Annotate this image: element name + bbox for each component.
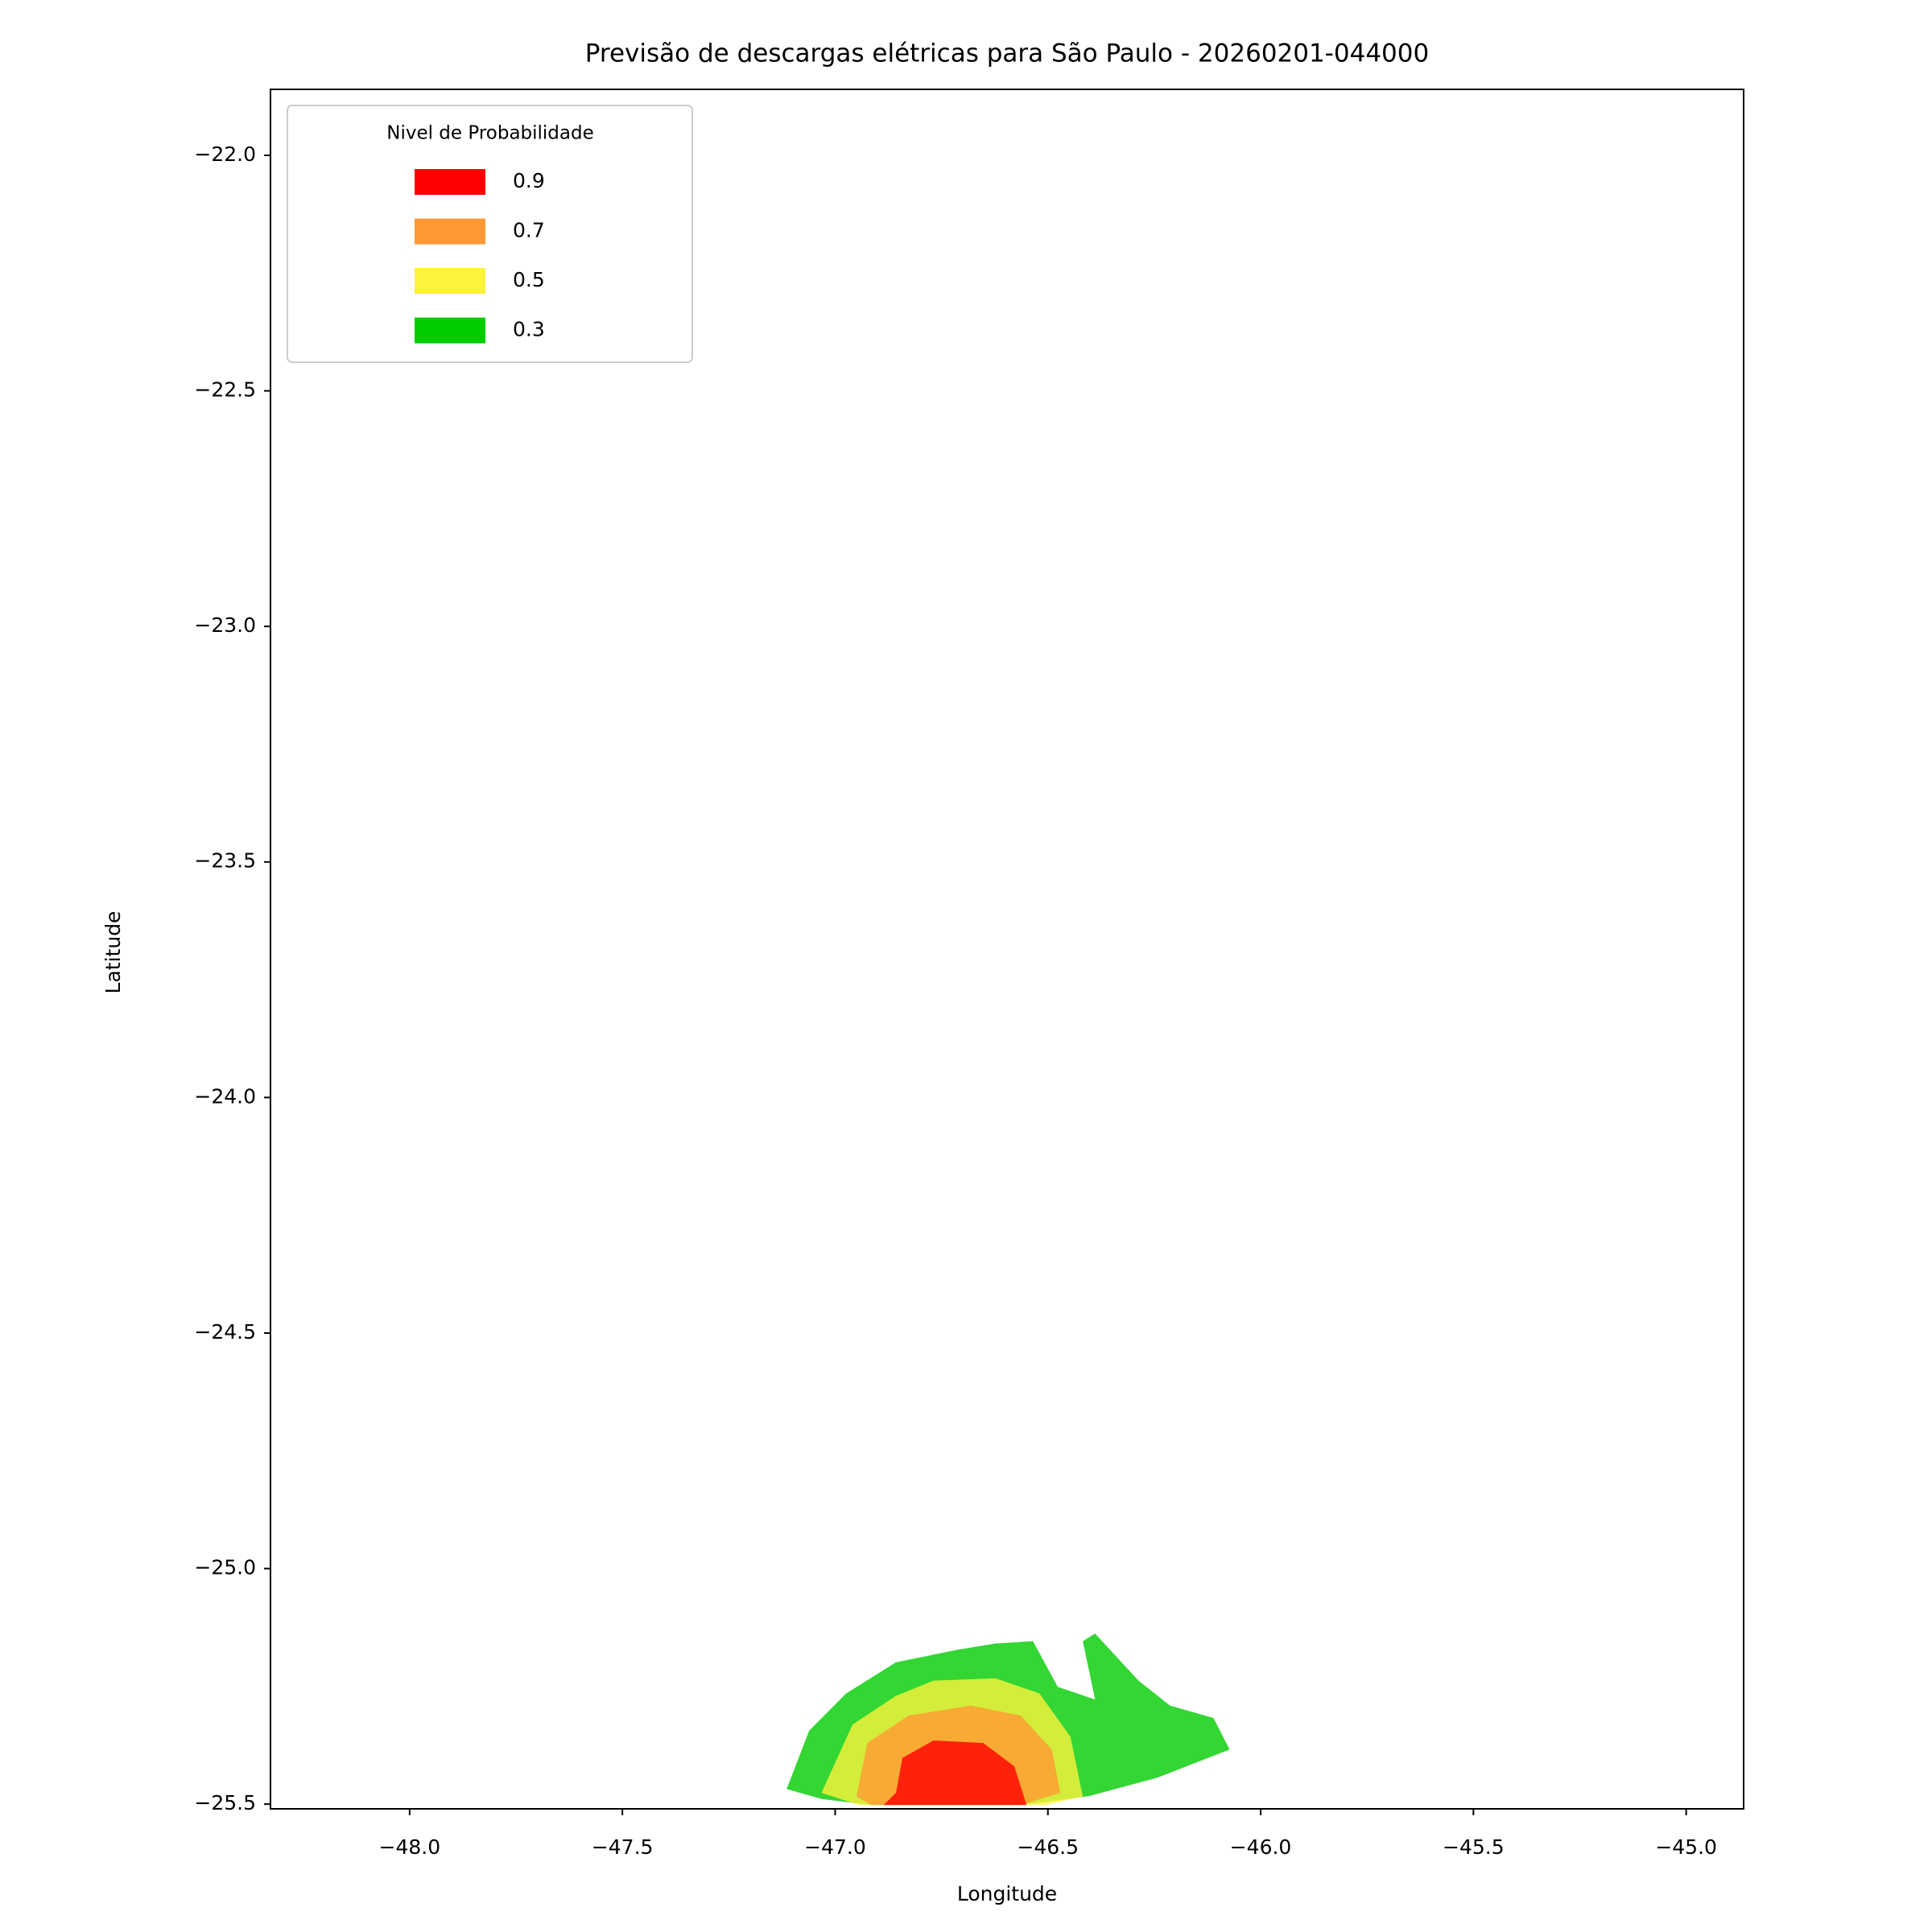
legend-swatch <box>415 268 485 294</box>
x-tick-label: −47.0 <box>804 1835 866 1859</box>
contour-region <box>883 1740 1027 1806</box>
x-tick-label: −45.5 <box>1443 1835 1505 1859</box>
y-axis-label: Latitude <box>101 911 125 994</box>
legend-swatch <box>415 218 485 245</box>
legend-label: 0.9 <box>513 169 545 192</box>
chart-title: Previsão de descargas elétricas para São… <box>585 39 1429 68</box>
legend-title: Nivel de Probabilidade <box>386 123 594 144</box>
x-tick-label: −45.0 <box>1655 1835 1717 1859</box>
legend-swatch <box>415 169 485 195</box>
x-tick-label: −47.5 <box>592 1835 654 1859</box>
axes-frame <box>270 89 1744 1810</box>
legend-swatch <box>415 317 485 344</box>
legend-label: 0.7 <box>513 219 545 242</box>
y-tick-label: −24.0 <box>194 1084 256 1108</box>
plot-area <box>786 1633 1230 1806</box>
y-tick-label: −23.0 <box>194 613 256 637</box>
y-tick-label: −23.5 <box>194 849 256 873</box>
x-tick-label: −46.5 <box>1017 1835 1079 1859</box>
y-tick-label: −25.0 <box>194 1556 256 1579</box>
x-tick-label: −48.0 <box>379 1835 441 1859</box>
legend: Nivel de Probabilidade 0.9 0.7 0.5 0.3 <box>287 105 693 363</box>
y-tick-label: −24.5 <box>194 1320 256 1344</box>
x-tick-label: −46.0 <box>1230 1835 1292 1859</box>
y-tick-label: −25.5 <box>194 1791 256 1814</box>
x-axis-label: Longitude <box>957 1882 1057 1905</box>
legend-box <box>287 105 693 363</box>
legend-label: 0.5 <box>513 268 545 291</box>
y-tick-label: −22.0 <box>194 142 256 166</box>
y-tick-label: −22.5 <box>194 378 256 402</box>
legend-label: 0.3 <box>513 318 545 341</box>
